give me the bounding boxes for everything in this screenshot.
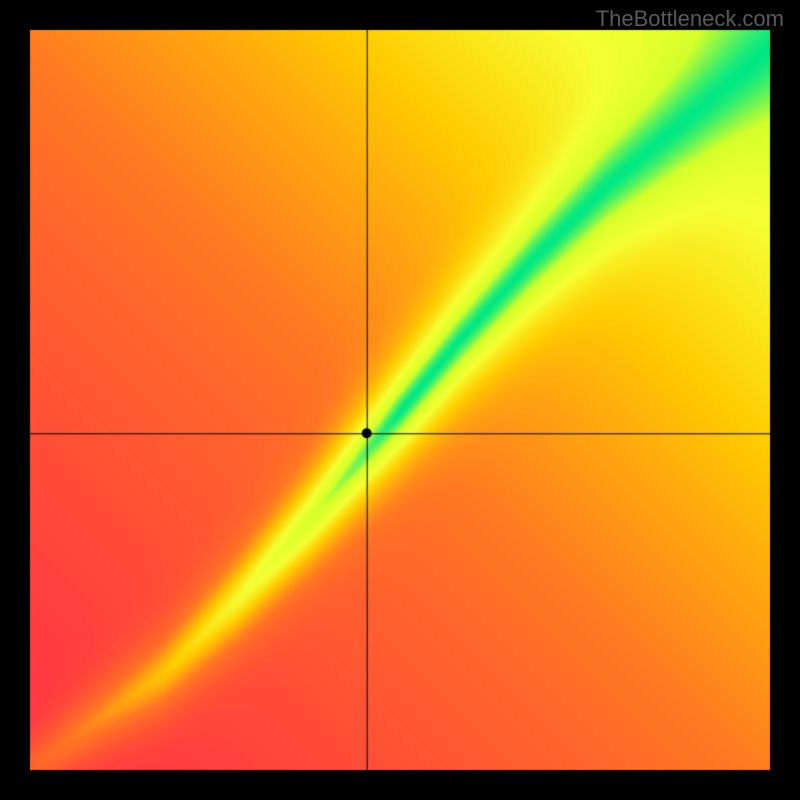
heatmap-canvas: [0, 0, 800, 800]
watermark-text: TheBottleneck.com: [596, 6, 784, 32]
chart-container: TheBottleneck.com: [0, 0, 800, 800]
